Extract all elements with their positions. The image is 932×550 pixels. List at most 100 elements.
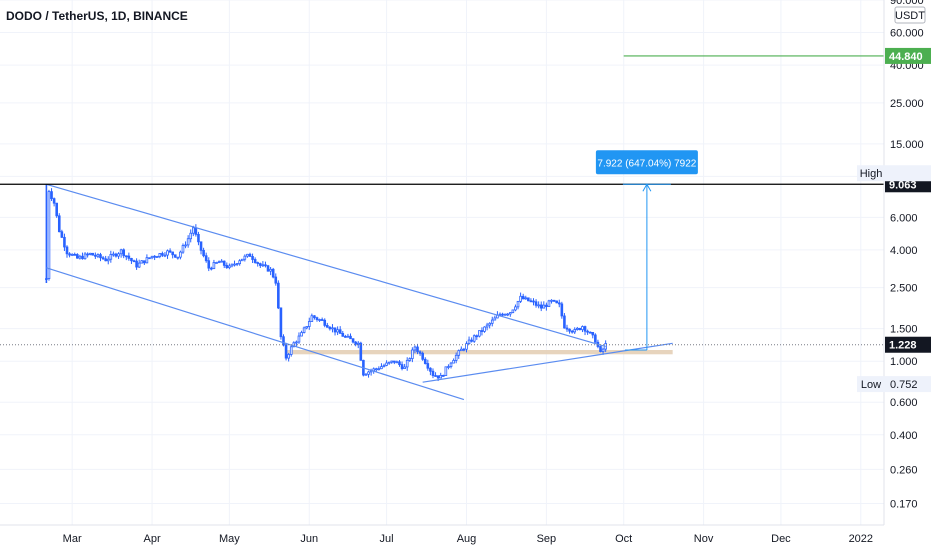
candle-body bbox=[405, 359, 409, 368]
candle-body bbox=[289, 346, 293, 355]
candle-body bbox=[521, 295, 525, 300]
candle-body bbox=[158, 253, 162, 257]
candle-body bbox=[181, 245, 185, 253]
candle-body bbox=[65, 246, 69, 255]
candle-body bbox=[297, 335, 301, 343]
candle-body bbox=[344, 335, 347, 338]
candle-body bbox=[225, 264, 229, 269]
candle-body bbox=[253, 259, 257, 263]
target-price-badge: 44.840 bbox=[889, 51, 923, 63]
candle-body bbox=[168, 250, 172, 253]
candle-body bbox=[243, 255, 247, 260]
candle-body bbox=[421, 352, 424, 360]
candle-body bbox=[191, 227, 195, 234]
candle-body bbox=[76, 254, 79, 259]
candle-body bbox=[99, 254, 102, 259]
candle-body bbox=[117, 253, 120, 257]
high-tag-label: High bbox=[860, 168, 883, 180]
candle-body bbox=[271, 268, 275, 278]
candle-body bbox=[382, 364, 386, 368]
candle-body bbox=[599, 346, 602, 352]
candle-body bbox=[395, 361, 399, 364]
candle-body bbox=[140, 260, 144, 264]
candle-body bbox=[387, 361, 391, 364]
candle-body bbox=[367, 371, 370, 375]
candle-body bbox=[112, 253, 115, 256]
candle-body bbox=[287, 354, 290, 359]
candle-body bbox=[542, 304, 546, 309]
candle-body bbox=[586, 330, 589, 333]
candle-body bbox=[204, 255, 208, 262]
candle-body bbox=[81, 255, 84, 260]
candle-body bbox=[207, 260, 211, 269]
candle-body bbox=[137, 262, 141, 268]
candle-body bbox=[101, 257, 105, 260]
candle-body bbox=[465, 343, 468, 350]
candle-body bbox=[460, 348, 463, 352]
candle-body bbox=[106, 258, 110, 262]
candle-body bbox=[426, 363, 430, 369]
candle-body bbox=[184, 244, 187, 247]
candle-body bbox=[436, 375, 440, 379]
y-tick-label: 0.170 bbox=[890, 498, 918, 510]
candle-body bbox=[307, 321, 311, 327]
candle-body bbox=[86, 253, 89, 256]
candle-body bbox=[568, 328, 571, 332]
candle-body bbox=[212, 262, 216, 269]
candle-body bbox=[220, 260, 223, 263]
support-zone bbox=[286, 350, 673, 355]
candle-body bbox=[143, 260, 146, 264]
candle-body bbox=[52, 198, 56, 204]
candle-body bbox=[197, 233, 200, 243]
candle-body bbox=[557, 302, 561, 305]
candles bbox=[45, 184, 607, 382]
candle-body bbox=[483, 326, 486, 332]
candle-body bbox=[563, 315, 566, 329]
candle-body bbox=[264, 264, 267, 267]
x-tick-label: Jun bbox=[300, 533, 318, 545]
candle-body bbox=[315, 317, 319, 320]
target-price-badge-bg bbox=[885, 47, 931, 64]
x-tick-label: Nov bbox=[694, 533, 714, 545]
candle-body bbox=[210, 267, 213, 270]
candle-body bbox=[514, 306, 517, 311]
candle-body bbox=[132, 260, 136, 263]
currency-badge[interactable]: USDT bbox=[894, 6, 926, 24]
candle-body bbox=[478, 330, 481, 337]
candle-body bbox=[385, 362, 388, 366]
candle-body bbox=[199, 241, 203, 251]
low-value-bg bbox=[885, 376, 931, 393]
x-tick-label: Sep bbox=[537, 533, 557, 545]
candle-body bbox=[449, 362, 453, 367]
candle-body bbox=[279, 307, 283, 338]
candle-body bbox=[416, 346, 419, 353]
candle-body bbox=[377, 368, 381, 371]
candle-body bbox=[429, 367, 432, 372]
candle-body bbox=[57, 215, 61, 233]
candle-body bbox=[534, 301, 538, 306]
candle-body bbox=[529, 300, 533, 303]
candle-body bbox=[485, 324, 489, 328]
candle-body bbox=[527, 297, 530, 302]
candle-body bbox=[519, 295, 522, 302]
candle-body bbox=[96, 254, 100, 257]
candle-body bbox=[70, 253, 74, 256]
y-tick-label: 25.000 bbox=[890, 98, 924, 110]
trendline bbox=[46, 183, 606, 348]
candle-body bbox=[173, 254, 177, 258]
candle-body bbox=[503, 313, 507, 316]
candle-body bbox=[467, 339, 471, 345]
candle-body bbox=[336, 329, 339, 333]
candle-body bbox=[539, 304, 543, 309]
low-tag-bg bbox=[857, 376, 885, 393]
candle-body bbox=[560, 303, 564, 317]
candle-body bbox=[320, 319, 324, 321]
candle-body bbox=[411, 349, 414, 359]
candle-body bbox=[333, 327, 337, 333]
candle-body bbox=[501, 313, 504, 316]
candle-body bbox=[594, 334, 597, 343]
chart-title: DODO / TetherUS, 1D, BINANCE bbox=[6, 9, 188, 23]
candle-body bbox=[390, 360, 394, 363]
